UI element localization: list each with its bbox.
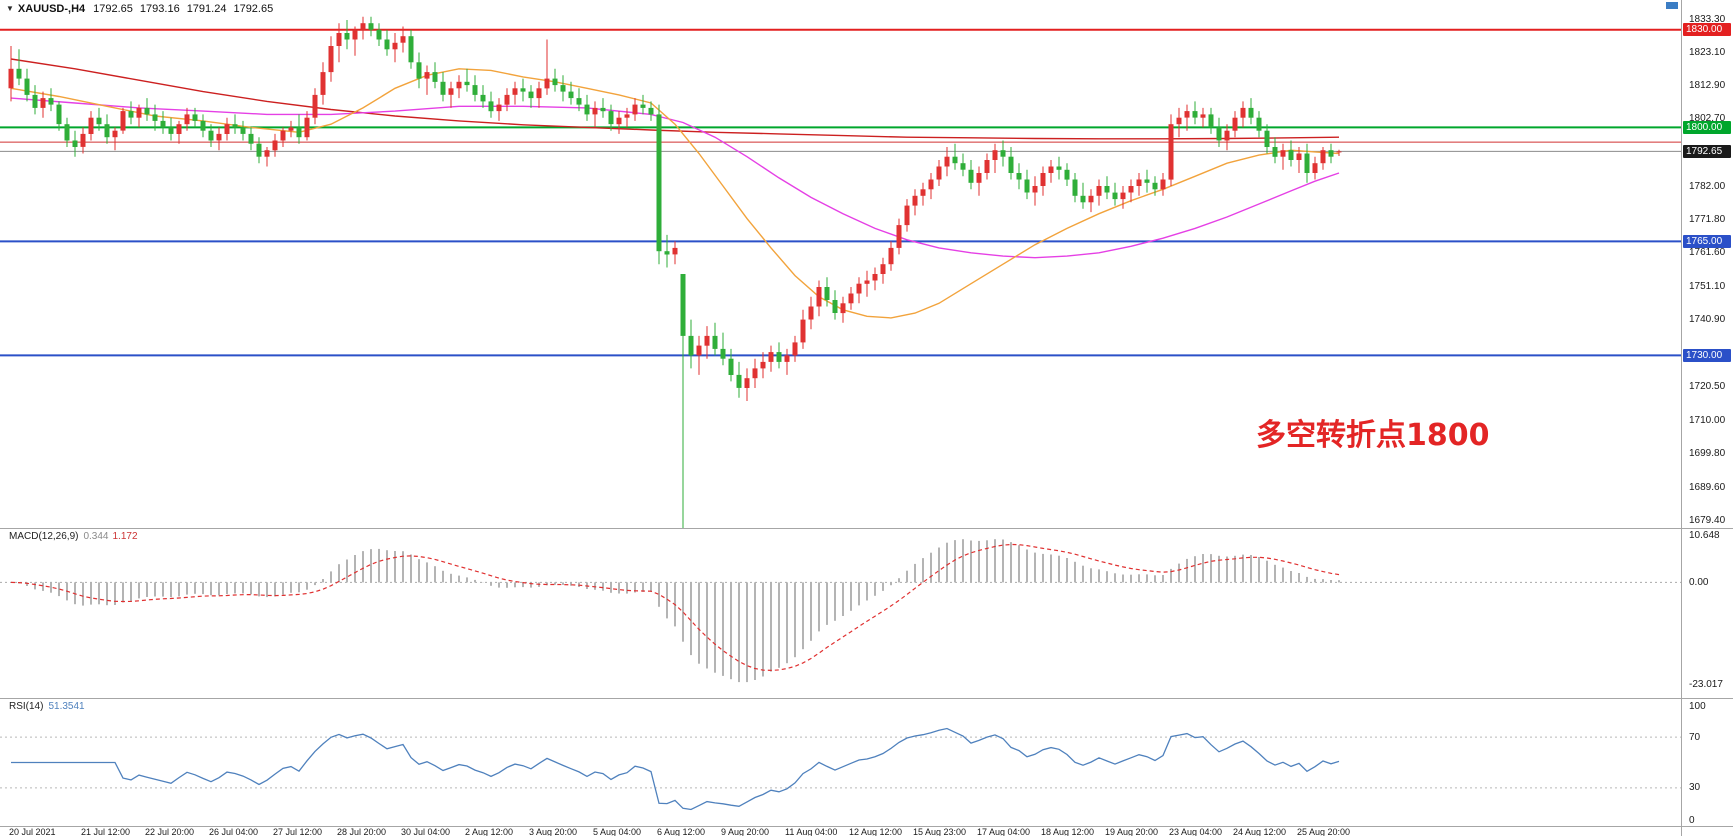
low-value: 1791.24 <box>186 3 227 15</box>
moving-average-slow-red <box>10 58 1340 140</box>
macd-panel-separator[interactable] <box>0 528 1733 529</box>
time-axis-label: 9 Aug 20:00 <box>721 827 770 836</box>
price-axis-label: 1710.00 <box>1689 415 1726 426</box>
price-axis-label: 0 <box>1689 814 1695 826</box>
macd-panel-canvas[interactable] <box>0 529 1681 698</box>
price-chart-canvas[interactable] <box>0 16 1681 528</box>
price-tag: 1800.00 <box>1683 120 1731 134</box>
close-value: 1792.65 <box>233 3 274 15</box>
price-axis[interactable]: 1833.30 1823.10 1812.90 1802.70 1782.00 1771.… <box>1682 0 1733 836</box>
time-axis-label: 15 Aug 23:00 <box>913 827 967 836</box>
time-axis[interactable]: 20 Jul 2021 21 Jul 12:00 22 Jul 20:00 26 Ju… <box>0 827 1733 836</box>
macd-signal-value: 1.172 <box>112 531 138 542</box>
time-axis-label: 22 Jul 20:00 <box>145 827 195 836</box>
price-axis-label: 1802.70 <box>1689 113 1726 125</box>
time-axis-label: 3 Aug 20:00 <box>529 827 578 836</box>
time-axis-label: 25 Aug 20:00 <box>1297 827 1351 836</box>
price-axis-label: 30 <box>1689 782 1701 794</box>
time-axis-label: 24 Aug 12:00 <box>1233 827 1287 836</box>
time-axis-label: 6 Aug 12:00 <box>657 827 706 836</box>
time-axis-label: 26 Jul 04:00 <box>209 827 259 836</box>
price-axis-label: 1699.80 <box>1689 448 1726 460</box>
price-axis-label: 1740.90 <box>1689 314 1726 326</box>
time-axis-label: 12 Aug 12:00 <box>849 827 903 836</box>
price-axis-label: 1761.60 <box>1689 247 1726 258</box>
price-axis-label: 100 <box>1689 700 1706 712</box>
high-value: 1793.16 <box>139 3 180 15</box>
time-axis-label: 23 Aug 04:00 <box>1169 827 1223 836</box>
candles <box>8 16 1342 528</box>
price-axis-label: 70 <box>1689 731 1701 743</box>
macd-indicator-title: MACD(12,26,9) 0.344 1.172 <box>9 531 138 542</box>
moving-average-fast-orange <box>10 68 1340 319</box>
price-axis-label: 1782.00 <box>1689 180 1726 192</box>
price-axis-label: 1720.50 <box>1689 380 1726 392</box>
macd-main-value: 0.344 <box>83 531 109 542</box>
price-axis-label: 10.648 <box>1689 529 1720 541</box>
scroll-indicator[interactable] <box>1666 2 1678 9</box>
macd-title-label: MACD(12,26,9) <box>9 531 79 542</box>
time-axis-label: 18 Aug 12:00 <box>1041 827 1095 836</box>
time-axis-label: 2 Aug 12:00 <box>465 827 514 836</box>
price-axis-label: 1833.30 <box>1689 13 1726 25</box>
price-axis-label: 1689.60 <box>1689 481 1726 493</box>
price-axis-label: -23.017 <box>1689 678 1723 690</box>
price-tag: 1792.65 <box>1683 144 1731 158</box>
time-axis-label: 21 Jul 12:00 <box>81 827 131 836</box>
rsi-panel-separator[interactable] <box>0 698 1733 699</box>
symbol-timeframe-label: XAUUSD-,H4 <box>17 3 86 15</box>
open-value: 1792.65 <box>93 3 133 15</box>
time-axis-label: 19 Aug 20:00 <box>1105 827 1159 836</box>
time-axis-label: 5 Aug 04:00 <box>593 827 642 836</box>
price-tag: 1765.00 <box>1683 234 1731 248</box>
chart-ohlc-bar: ▼ XAUUSD-,H4 1792.65 1793.16 1791.24 1792.65 <box>6 3 280 15</box>
rsi-panel-canvas[interactable] <box>0 699 1681 826</box>
price-axis-label: 1751.10 <box>1689 281 1726 293</box>
price-axis-label: 0.00 <box>1689 576 1709 588</box>
time-axis-label: 28 Jul 20:00 <box>337 827 387 836</box>
rsi-title-label: RSI(14) <box>9 701 44 712</box>
time-axis-label: 30 Jul 04:00 <box>401 827 451 836</box>
rsi-indicator-title: RSI(14) 51.3541 <box>9 701 85 712</box>
price-axis-label: 1812.90 <box>1689 79 1726 91</box>
time-axis-label: 17 Aug 04:00 <box>977 827 1031 836</box>
time-axis-label: 20 Jul 2021 <box>9 827 56 836</box>
price-tag: 1830.00 <box>1683 23 1731 37</box>
price-axis-label: 1771.80 <box>1689 213 1726 225</box>
time-axis-label: 11 Aug 04:00 <box>785 827 838 836</box>
price-axis-separator <box>1681 0 1682 836</box>
time-axis-label: 27 Jul 12:00 <box>273 827 323 836</box>
chart-annotation[interactable]: 多空转折点1800 <box>1256 418 1490 453</box>
price-axis-label: 1823.10 <box>1689 46 1726 58</box>
price-axis-label: 1679.40 <box>1689 514 1726 526</box>
collapse-triangle-icon[interactable]: ▼ <box>6 4 14 13</box>
price-tag: 1730.00 <box>1683 348 1731 362</box>
time-axis-separator <box>0 826 1733 827</box>
rsi-value: 51.3541 <box>48 701 85 712</box>
